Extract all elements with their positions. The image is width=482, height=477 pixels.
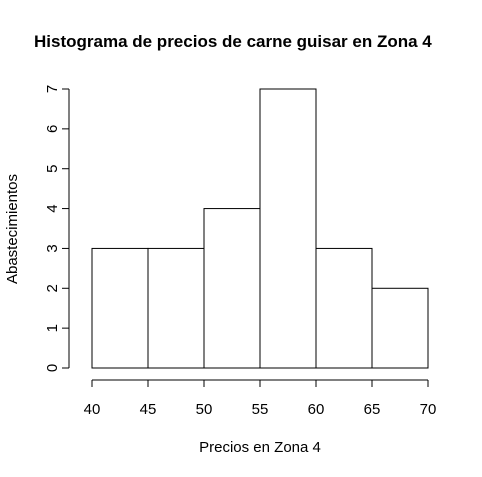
chart-title: Histograma de precios de carne guisar en… (34, 32, 432, 51)
y-axis: 0 1 2 3 4 5 6 7 (44, 85, 70, 372)
x-tick-label: 70 (420, 401, 437, 418)
histogram-bar-0 (91, 247, 149, 369)
y-tick-label: 6 (44, 125, 61, 133)
histogram-bar-1 (147, 247, 205, 369)
histogram-bar-2 (203, 208, 261, 369)
histogram-bar-3 (259, 88, 317, 369)
x-axis-label: Precios en Zona 4 (199, 439, 321, 456)
y-tick-label: 4 (44, 204, 61, 212)
x-tick-label: 40 (84, 401, 101, 418)
x-tick-label: 45 (140, 401, 157, 418)
histogram-bar-4 (315, 247, 373, 369)
y-tick-label: 0 (44, 364, 61, 372)
y-axis-label: Abastecimientos (4, 174, 21, 284)
x-tick-label: 55 (252, 401, 269, 418)
y-tick-label: 2 (44, 284, 61, 292)
y-tick-label: 1 (44, 324, 61, 332)
x-tick-label: 65 (364, 401, 381, 418)
y-tick-label: 5 (44, 165, 61, 173)
y-tick-label: 3 (44, 244, 61, 252)
x-tick-label: 60 (308, 401, 325, 418)
x-axis: 40 45 50 55 60 65 70 (84, 379, 437, 418)
histogram-bar-5 (371, 287, 429, 369)
y-tick-label: 7 (44, 85, 61, 93)
bars-group (91, 88, 429, 369)
x-tick-label: 50 (196, 401, 213, 418)
